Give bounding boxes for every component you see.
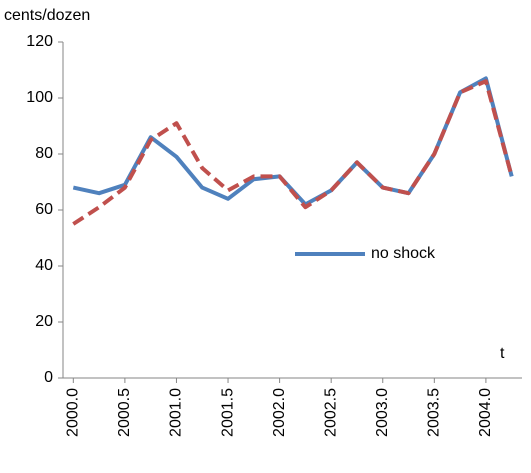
- series-line: [72, 79, 514, 226]
- x-tick-label: 2001.0: [168, 388, 185, 437]
- x-tick-label: 2004.0: [477, 388, 494, 437]
- y-tick-label: 40: [35, 257, 53, 274]
- x-tick-label: 2000.5: [116, 388, 133, 437]
- y-tick-label: 0: [44, 369, 53, 386]
- x-tick-label: 2001.5: [219, 388, 236, 437]
- y-axis-label: cents/dozen: [4, 7, 90, 24]
- x-tick-label: 2000.0: [65, 388, 82, 437]
- y-tick-label: 100: [26, 89, 53, 106]
- y-tick-label: 60: [35, 201, 53, 218]
- x-tick-label: 2002.5: [322, 388, 339, 437]
- legend-label: no shock: [371, 245, 436, 262]
- y-tick-label: 80: [35, 145, 53, 162]
- annotation: t: [500, 345, 505, 362]
- y-tick-label: 20: [35, 313, 53, 330]
- y-tick-label: 120: [26, 33, 53, 50]
- x-tick-label: 2003.0: [374, 388, 391, 437]
- x-tick-label: 2003.5: [426, 388, 443, 437]
- series-line: [72, 76, 514, 207]
- x-tick-label: 2002.0: [271, 388, 288, 437]
